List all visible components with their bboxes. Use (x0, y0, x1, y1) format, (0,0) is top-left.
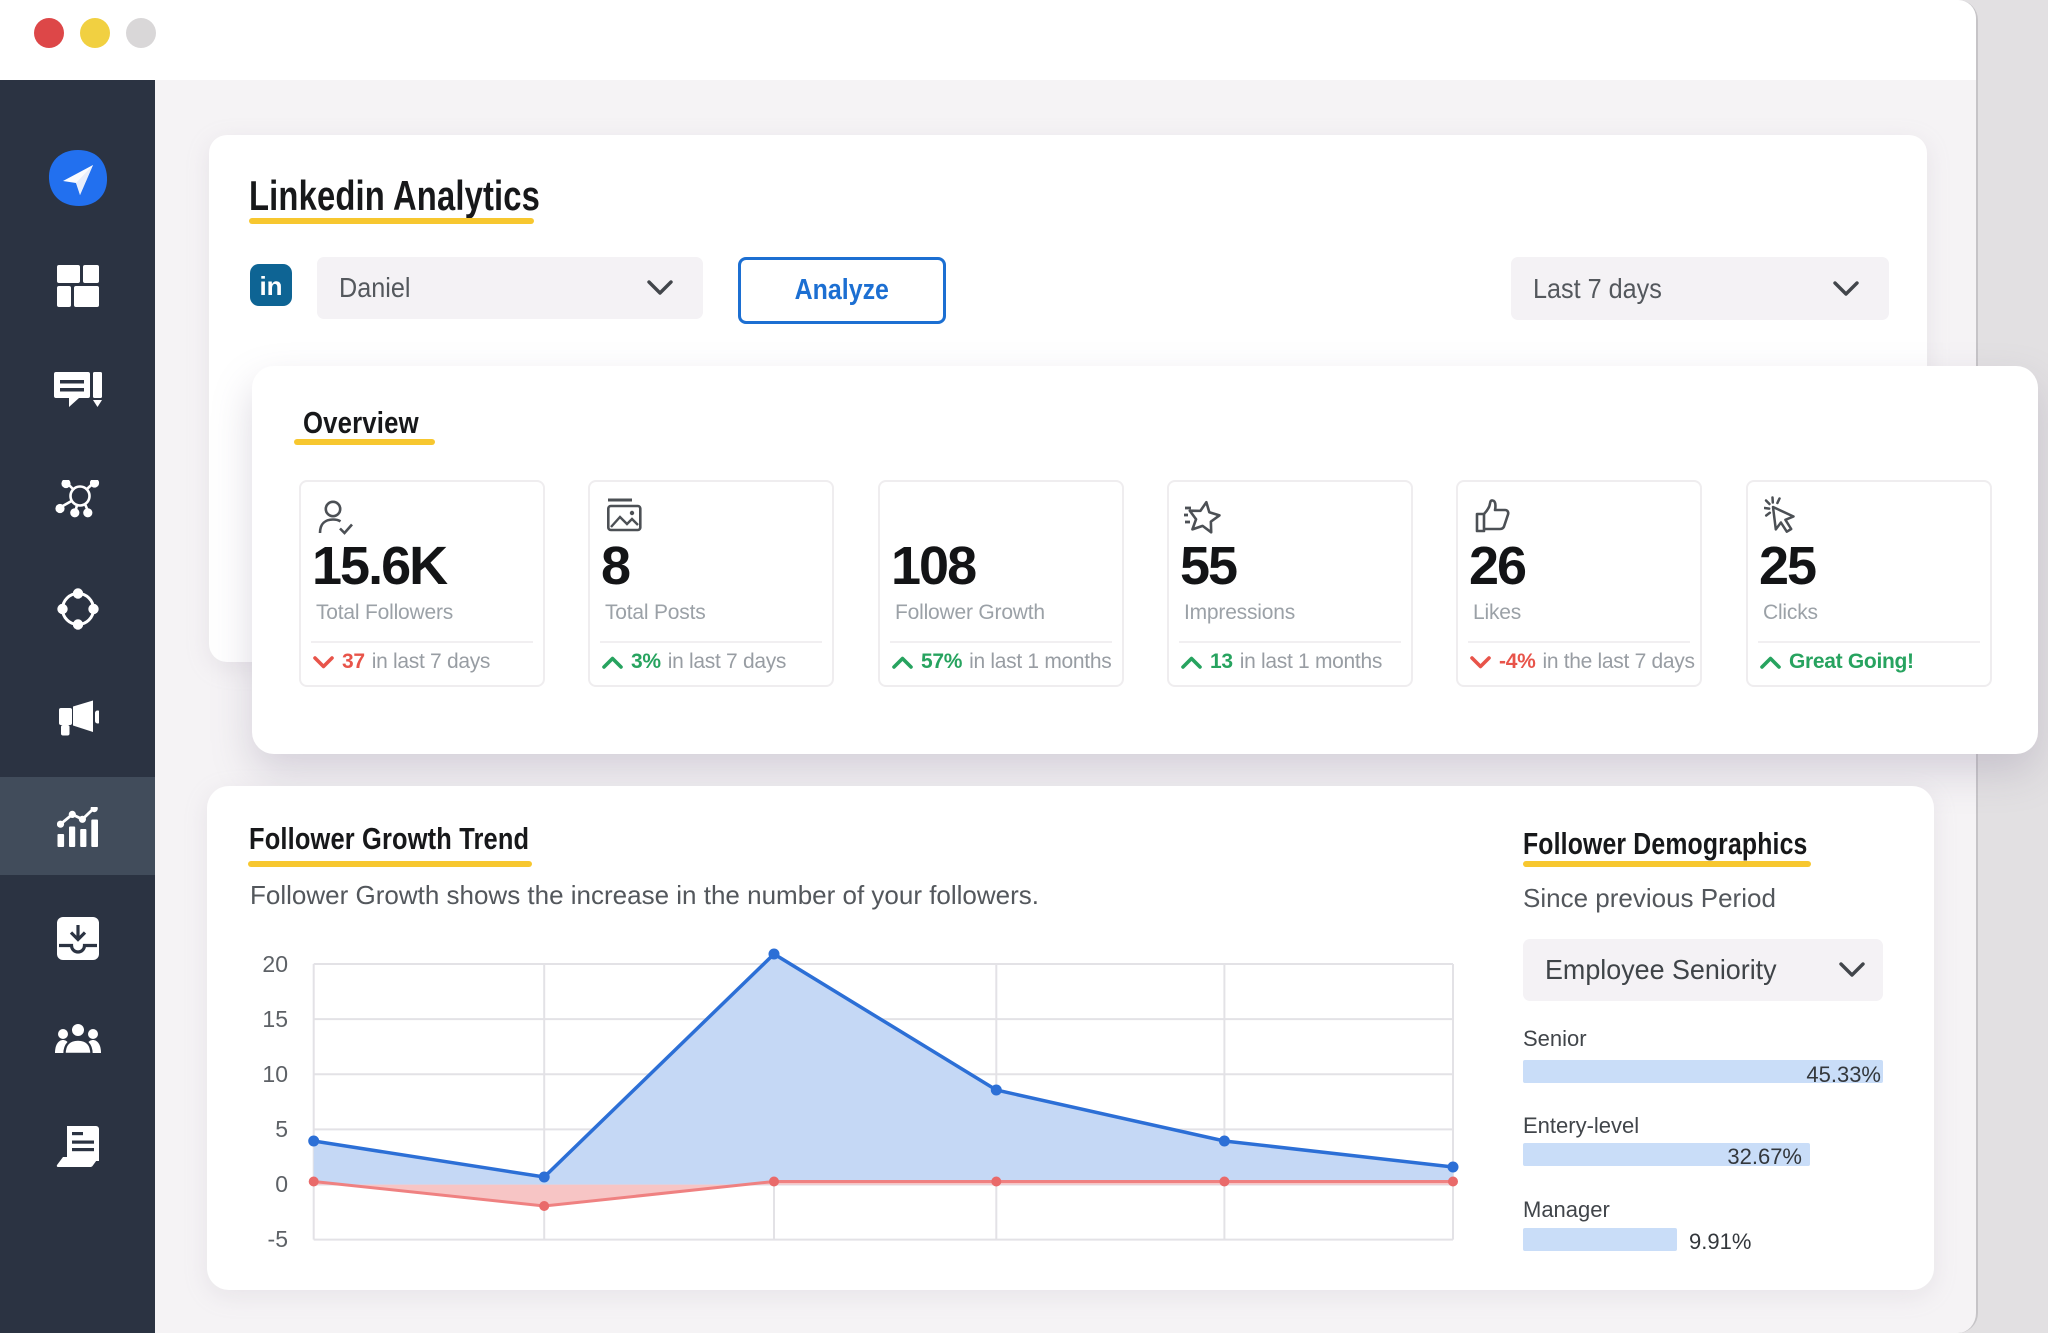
svg-text:20: 20 (262, 951, 288, 977)
svg-text:15: 15 (262, 1006, 288, 1032)
svg-text:10: 10 (262, 1061, 288, 1087)
svg-text:0: 0 (275, 1171, 288, 1197)
svg-text:-5: -5 (268, 1226, 288, 1248)
svg-text:5: 5 (275, 1116, 288, 1142)
